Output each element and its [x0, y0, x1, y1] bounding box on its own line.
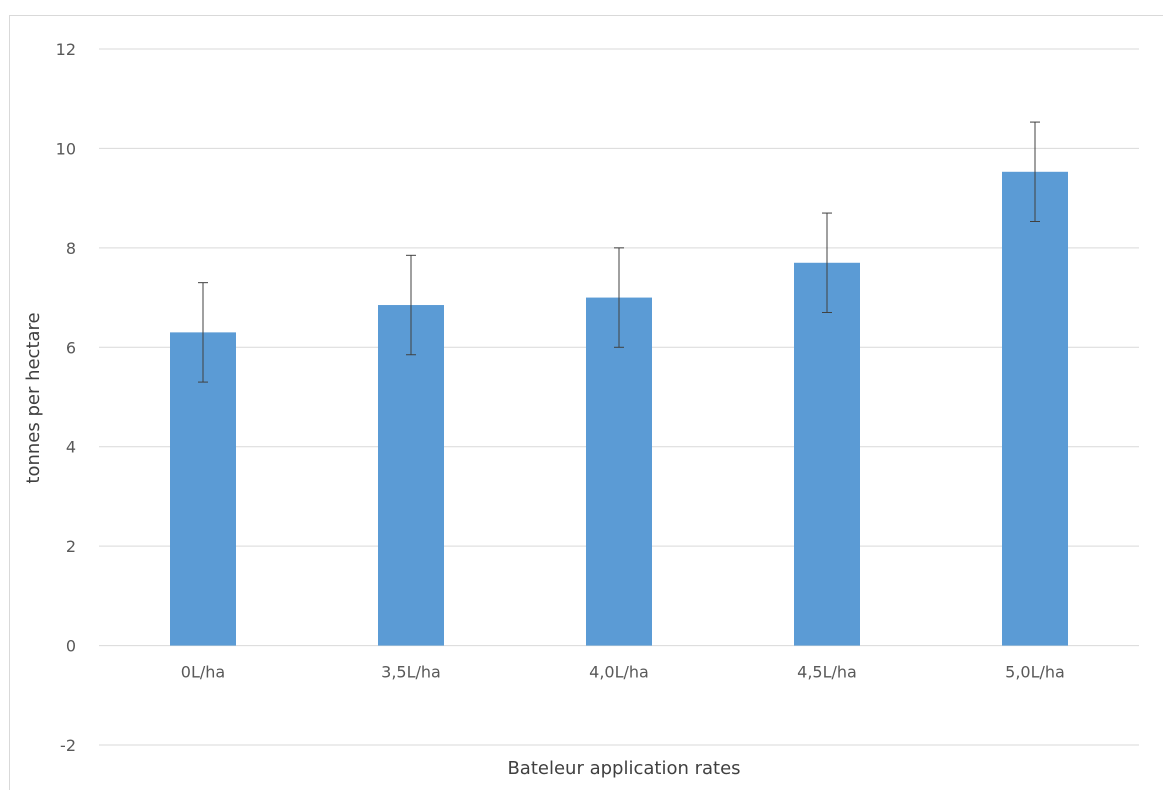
y-axis-ticks: -2 0 2 4 6 8 10 12 [56, 40, 76, 755]
chart-area [9, 15, 1163, 790]
bar [170, 332, 236, 646]
y-tick-label: 2 [66, 537, 76, 556]
y-tick-label: 4 [66, 438, 76, 457]
bar [794, 262, 860, 646]
y-tick-label: -2 [60, 736, 76, 755]
bar [378, 305, 444, 646]
y-tick-label: 6 [66, 338, 76, 357]
x-axis-ticks: 0L/ha 3,5L/ha 4,0L/ha 4,5L/ha 5,0L/ha [181, 663, 1065, 682]
x-tick-label: 4,5L/ha [797, 663, 857, 682]
x-tick-label: 0L/ha [181, 663, 225, 682]
error-bars [198, 121, 1040, 383]
y-tick-label: 8 [66, 239, 76, 258]
bar [586, 297, 652, 646]
x-tick-label: 5,0L/ha [1005, 663, 1065, 682]
bars [170, 171, 1068, 646]
x-tick-label: 4,0L/ha [589, 663, 649, 682]
bar [1002, 171, 1068, 646]
y-axis-title: tonnes per hectare [23, 312, 44, 483]
x-axis-title: Bateleur application rates [507, 758, 740, 779]
y-tick-label: 0 [66, 637, 76, 656]
y-tick-label: 10 [56, 139, 76, 158]
x-tick-label: 3,5L/ha [381, 663, 441, 682]
y-tick-label: 12 [56, 40, 76, 59]
